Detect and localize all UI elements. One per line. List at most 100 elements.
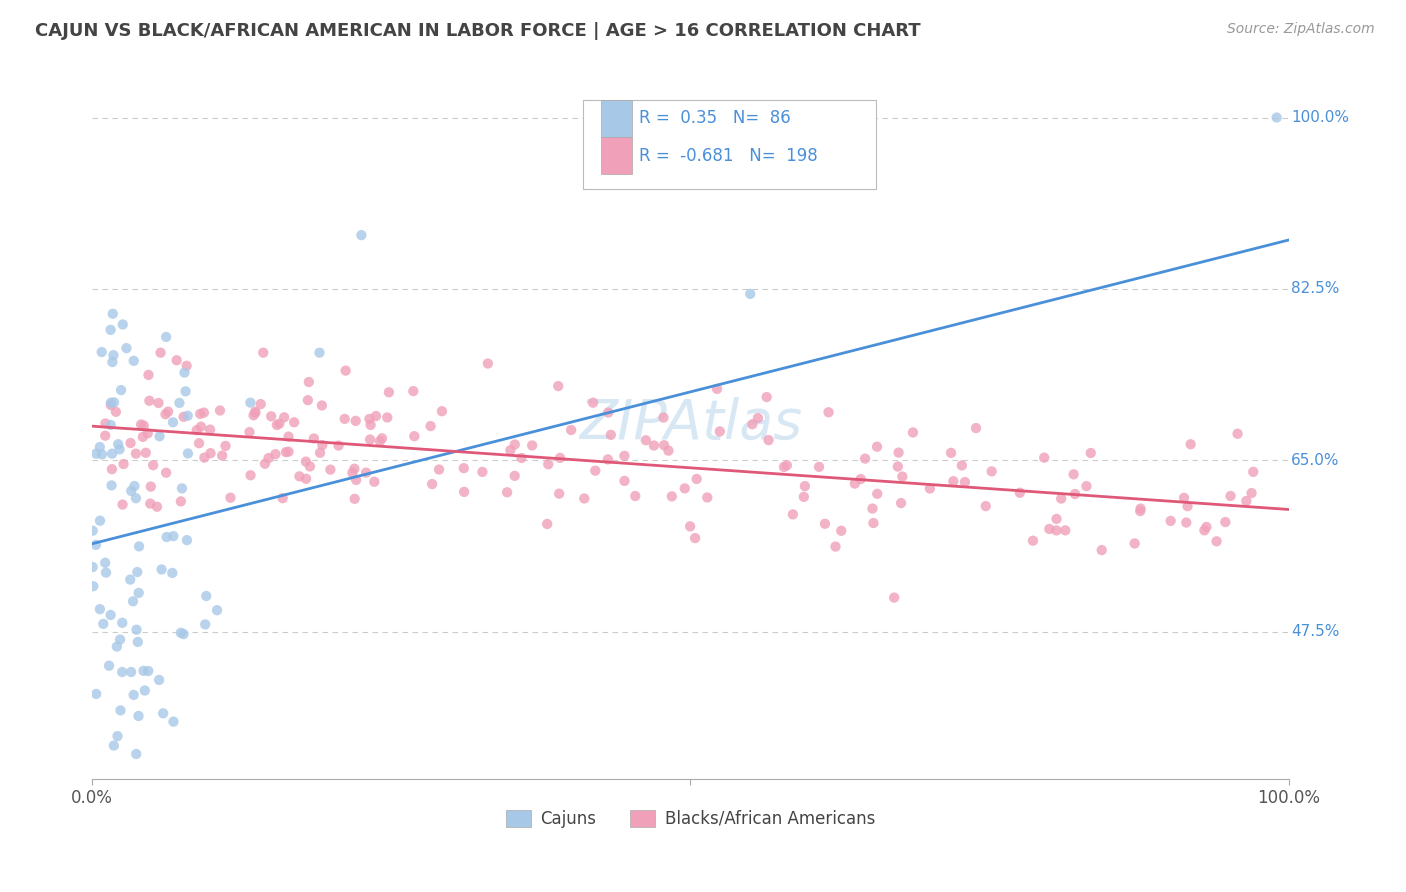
Point xyxy=(974,499,997,513)
Point xyxy=(100,323,122,337)
Point xyxy=(673,482,696,496)
Point xyxy=(193,406,215,420)
Point xyxy=(1180,437,1202,451)
Point xyxy=(94,556,117,570)
Text: CAJUN VS BLACK/AFRICAN AMERICAN IN LABOR FORCE | AGE > 16 CORRELATION CHART: CAJUN VS BLACK/AFRICAN AMERICAN IN LABOR… xyxy=(35,22,921,40)
Point xyxy=(547,379,569,393)
Point xyxy=(100,607,122,622)
Point xyxy=(170,494,193,508)
Point xyxy=(138,368,160,382)
Point xyxy=(453,484,475,499)
Point xyxy=(108,632,131,647)
Point xyxy=(311,399,333,413)
Point xyxy=(107,437,129,451)
Point xyxy=(375,410,398,425)
Point xyxy=(536,516,558,531)
Text: R =  0.35   N=  86: R = 0.35 N= 86 xyxy=(638,109,790,127)
Point xyxy=(134,683,156,698)
Point xyxy=(419,419,441,434)
Point xyxy=(239,395,262,409)
Point xyxy=(148,396,170,410)
Point xyxy=(103,395,125,409)
Text: 82.5%: 82.5% xyxy=(1291,282,1340,296)
Legend: Cajuns, Blacks/African Americans: Cajuns, Blacks/African Americans xyxy=(499,803,882,835)
Point xyxy=(101,355,124,369)
Point xyxy=(195,589,218,603)
Point xyxy=(274,445,297,459)
Point xyxy=(124,479,146,493)
Point xyxy=(364,409,387,423)
Point xyxy=(1234,494,1257,508)
Point xyxy=(173,409,195,424)
Point xyxy=(679,519,702,533)
Point xyxy=(830,524,852,538)
Point xyxy=(901,425,924,440)
Point xyxy=(808,459,831,474)
Point xyxy=(520,438,543,452)
Point xyxy=(599,427,621,442)
Point xyxy=(111,498,134,512)
Point xyxy=(132,418,155,433)
Point xyxy=(696,491,718,505)
Point xyxy=(560,423,582,437)
Point xyxy=(273,410,295,425)
Point xyxy=(108,442,131,457)
Point xyxy=(613,449,636,463)
Point xyxy=(198,423,221,437)
Point xyxy=(420,477,443,491)
Text: Source: ZipAtlas.com: Source: ZipAtlas.com xyxy=(1227,22,1375,37)
Point xyxy=(1226,426,1249,441)
Point xyxy=(277,444,299,458)
Point xyxy=(186,423,208,437)
Point xyxy=(135,446,157,460)
Point xyxy=(359,433,381,447)
Point xyxy=(214,439,236,453)
Text: 47.5%: 47.5% xyxy=(1291,624,1340,640)
Point xyxy=(138,393,160,408)
FancyBboxPatch shape xyxy=(600,137,631,174)
Point xyxy=(596,452,619,467)
Point xyxy=(166,353,188,368)
Point xyxy=(1177,499,1199,513)
Point xyxy=(120,483,142,498)
Point xyxy=(747,411,769,425)
Point xyxy=(359,412,381,426)
Point xyxy=(319,462,342,476)
Point xyxy=(661,489,683,503)
Point xyxy=(471,465,494,479)
Point xyxy=(162,566,184,580)
Point xyxy=(1038,522,1060,536)
Point xyxy=(782,508,804,522)
Point xyxy=(706,382,728,396)
Point xyxy=(84,447,107,461)
Point xyxy=(430,404,453,418)
Point xyxy=(862,516,884,530)
Point xyxy=(1091,543,1114,558)
Point xyxy=(343,461,366,475)
Point xyxy=(128,586,150,600)
Point xyxy=(277,430,299,444)
Point xyxy=(94,428,117,442)
Point xyxy=(103,348,125,362)
Point xyxy=(111,665,134,679)
Point xyxy=(368,434,391,449)
Point xyxy=(173,366,195,380)
Point xyxy=(101,462,124,476)
Point xyxy=(82,560,104,574)
Point xyxy=(1054,524,1077,538)
Point xyxy=(548,486,571,500)
Point xyxy=(91,616,114,631)
Point xyxy=(942,474,965,488)
Point xyxy=(211,449,233,463)
Point xyxy=(150,562,173,576)
Point xyxy=(1064,487,1087,501)
Point xyxy=(139,479,162,493)
Point xyxy=(288,469,311,483)
Point xyxy=(883,591,905,605)
Point xyxy=(503,468,526,483)
Point xyxy=(1080,446,1102,460)
Point xyxy=(773,459,796,474)
Point xyxy=(89,602,111,616)
Point xyxy=(1123,536,1146,550)
Point xyxy=(84,538,107,552)
